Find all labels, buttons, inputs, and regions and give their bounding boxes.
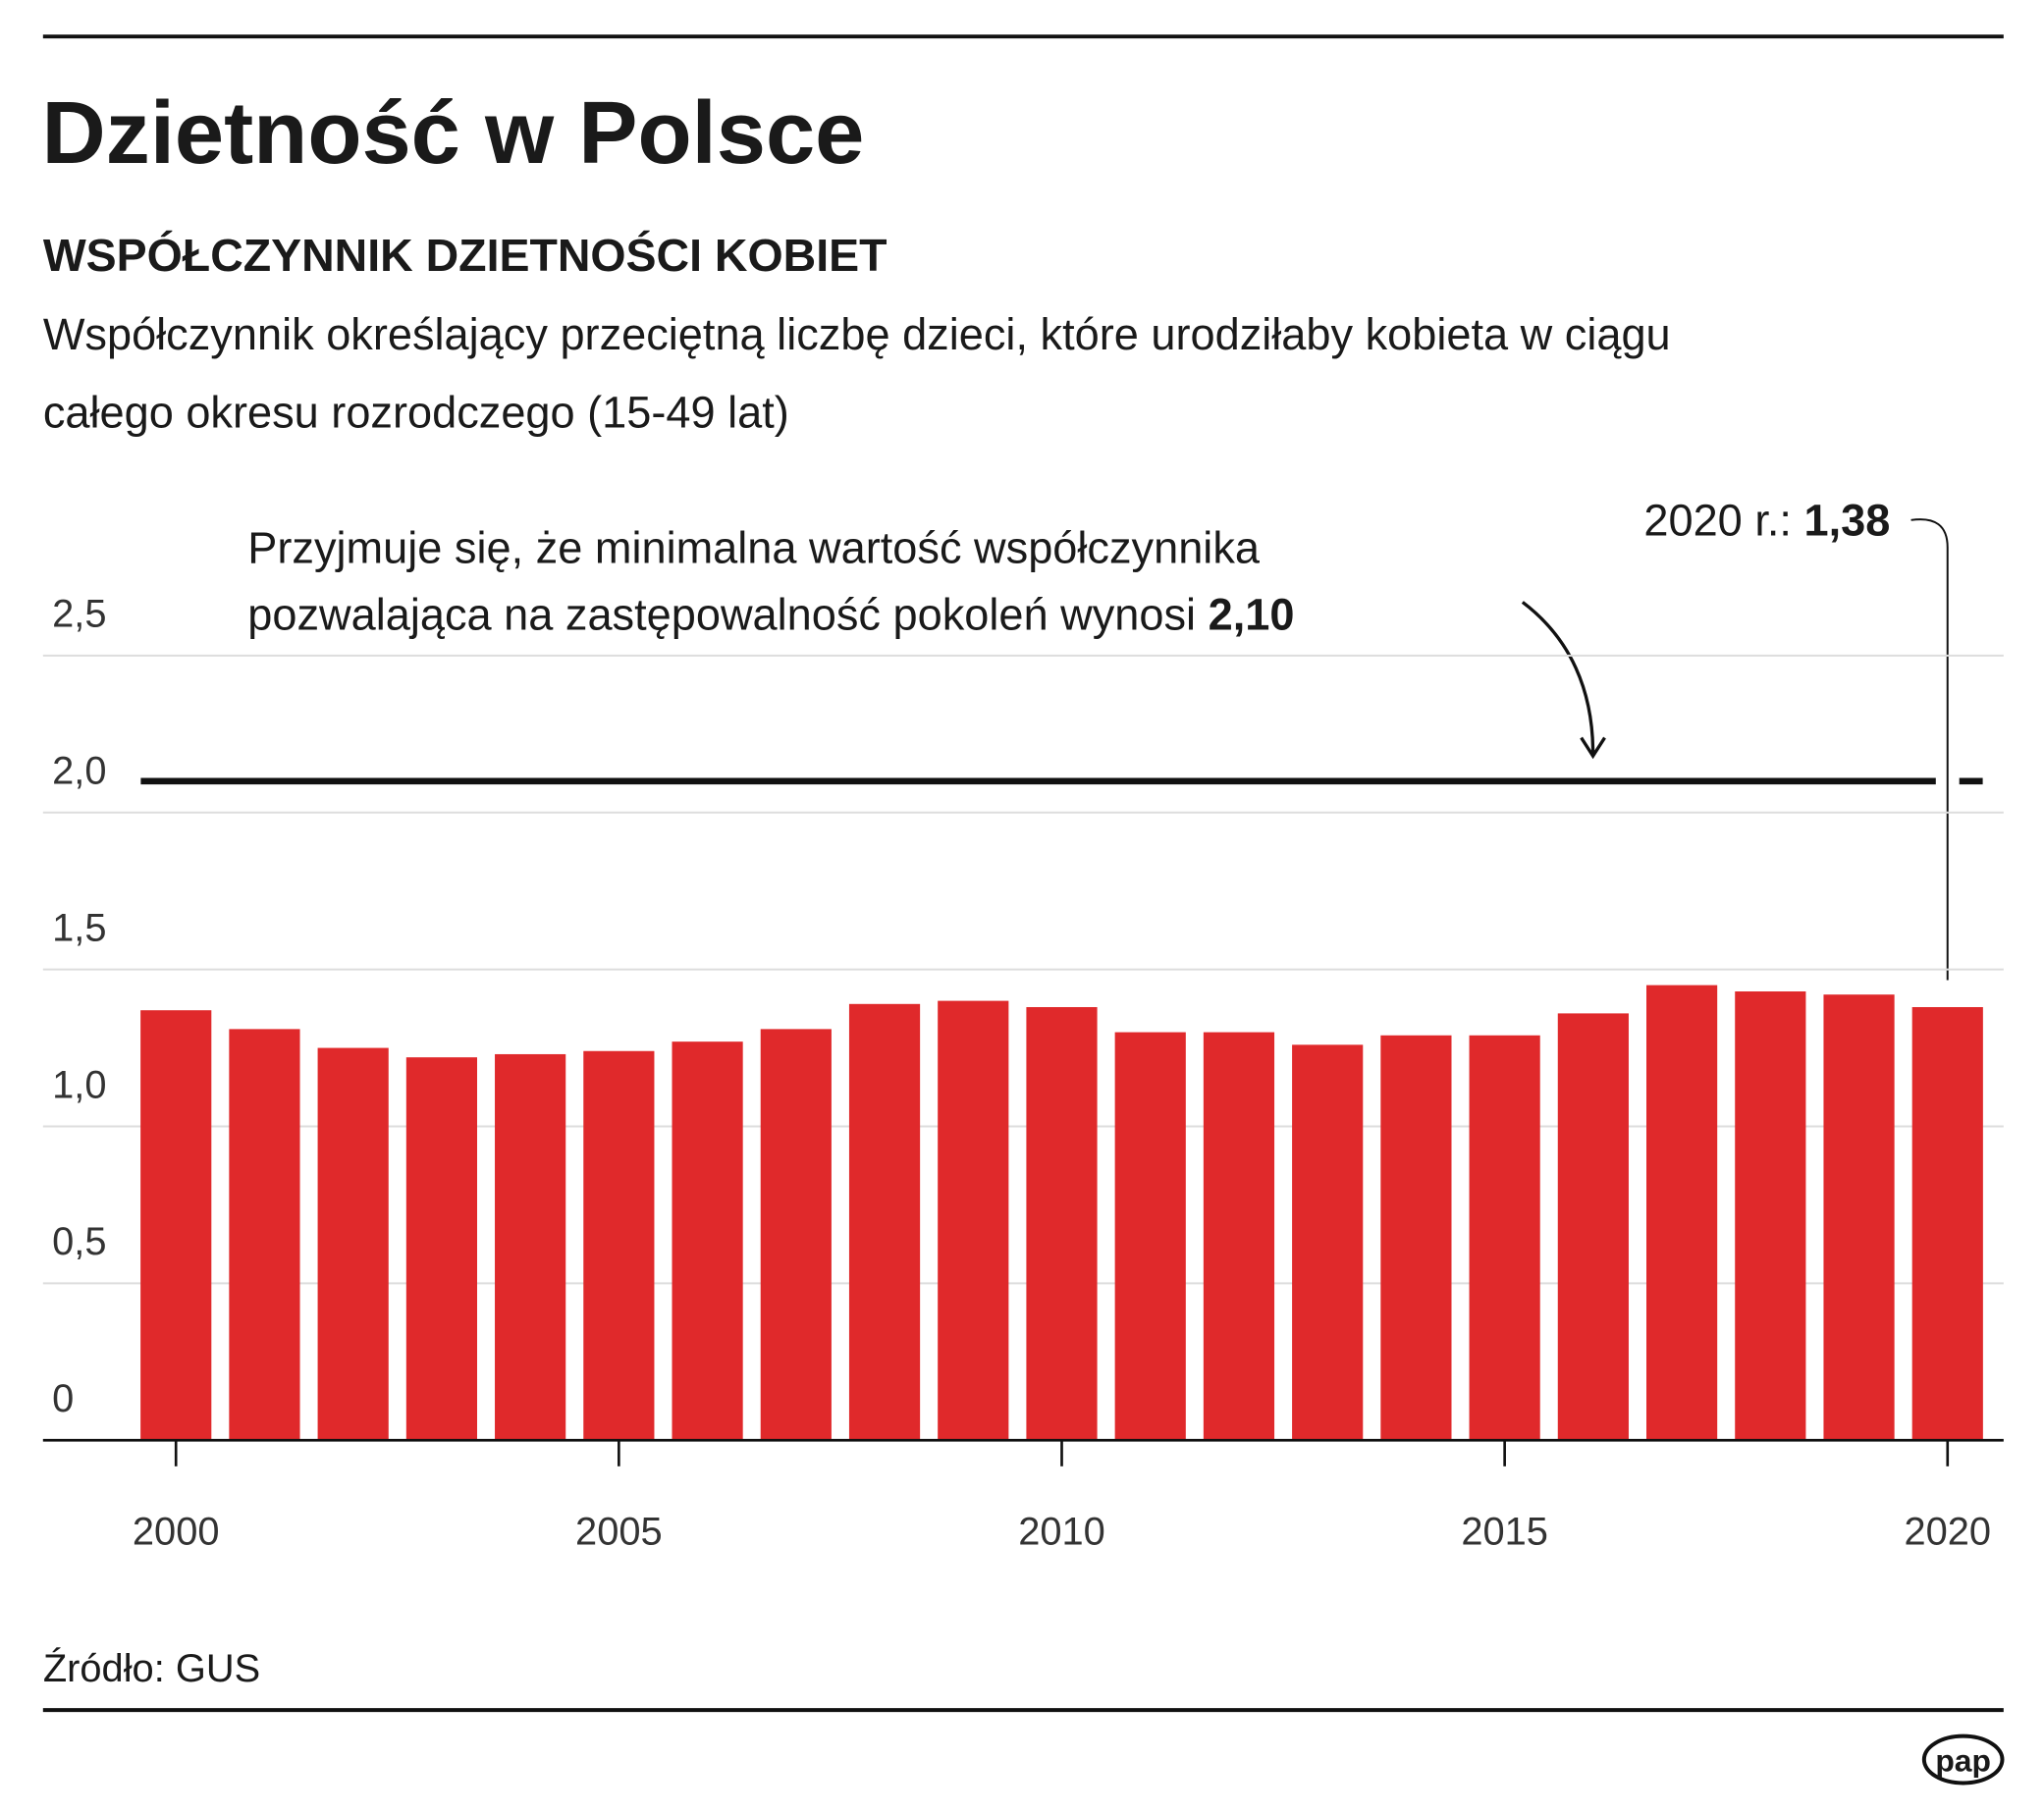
y-tick-label: 1,0 <box>52 1063 106 1106</box>
value-label: 1,38 <box>1803 496 1890 546</box>
x-tick-label: 2020 <box>1904 1510 1991 1553</box>
bar <box>760 1029 832 1441</box>
bar <box>1203 1032 1275 1441</box>
plot: 0 0,5 1,0 1,5 2,0 2,5 2000 2005 2010 2015 2020 <box>42 593 2004 1553</box>
y-tick-label: 0 <box>52 1377 74 1420</box>
chart-title: Dzietność w Polsce <box>41 83 864 183</box>
source: Źródło: GUS <box>43 1646 260 1690</box>
bar <box>1114 1032 1186 1441</box>
logo: pap <box>1935 1742 1991 1778</box>
annotation-value: 2,10 <box>1209 589 1295 639</box>
y-tick-label: 0,5 <box>52 1220 106 1263</box>
bar <box>1911 1007 1983 1441</box>
annotation: pozwalająca na zastępowalność pokoleń wy… <box>247 589 1294 639</box>
value-label: 2020 r.: 1,38 <box>1643 496 1890 546</box>
bar <box>317 1047 389 1441</box>
bar <box>1292 1044 1364 1441</box>
bar <box>672 1041 743 1441</box>
x-tick-label: 2005 <box>575 1510 663 1553</box>
description: Współczynnik określający przeciętną licz… <box>43 309 1671 359</box>
bar <box>229 1029 300 1441</box>
x-tick-label: 2015 <box>1461 1510 1548 1553</box>
y-tick-label: 2,0 <box>52 750 106 793</box>
bar <box>140 1010 212 1441</box>
y-tick-label: 1,5 <box>52 906 106 949</box>
description: całego okresu rozrodczego (15-49 lat) <box>43 388 789 438</box>
annotation: Przyjmuje się, że minimalna wartość wspó… <box>247 523 1261 573</box>
annotation: pozwalająca na zastępowalność pokoleń wy… <box>247 589 1196 639</box>
bar <box>1469 1035 1540 1441</box>
chart-subtitle: WSPÓŁCZYNNIK DZIETNOŚCI KOBIET <box>43 230 888 281</box>
bar <box>583 1050 655 1441</box>
bar <box>1646 985 1718 1441</box>
bar <box>938 1000 1009 1441</box>
bar <box>405 1057 477 1441</box>
bar <box>1380 1035 1452 1441</box>
bar <box>1026 1007 1098 1441</box>
bar <box>1557 1013 1629 1441</box>
bar <box>495 1053 566 1441</box>
y-tick-label: 2,5 <box>52 593 106 636</box>
x-tick-label: 2000 <box>133 1510 220 1553</box>
bar <box>1823 994 1895 1441</box>
value-label-prefix: 2020 r.: <box>1643 496 1792 546</box>
bar <box>1735 991 1806 1441</box>
leader-line <box>1910 518 1949 981</box>
logo-frame <box>1921 1733 2005 1786</box>
bar <box>848 1003 921 1441</box>
annotation-arrow <box>1521 601 1606 760</box>
x-tick-label: 2010 <box>1018 1510 1105 1553</box>
